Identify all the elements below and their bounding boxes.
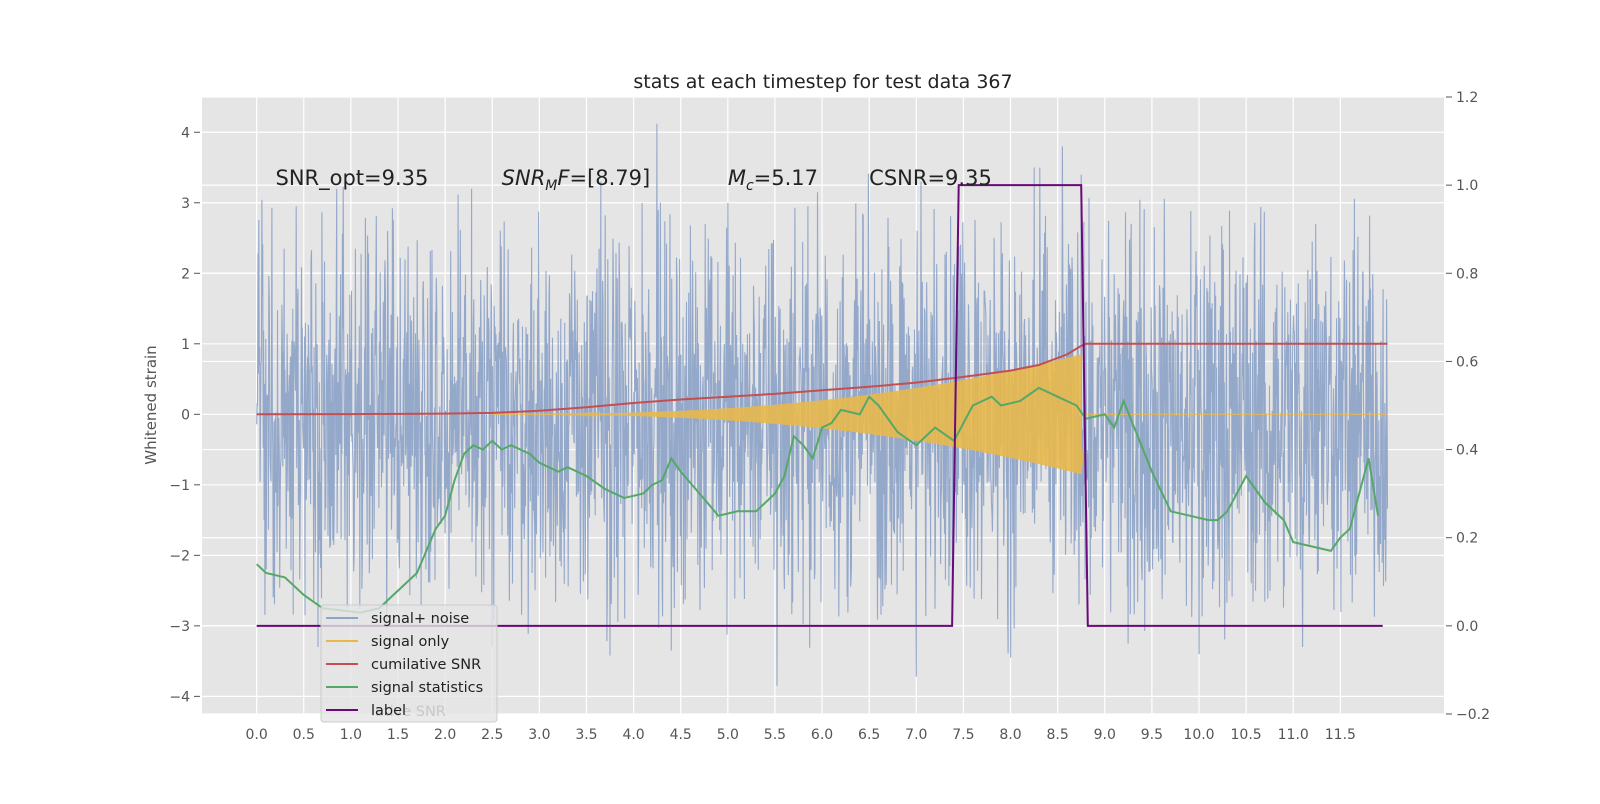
x-tick-label: 7.0 [905, 727, 927, 743]
y-axis-label: Whitened strain [142, 345, 160, 464]
legend-label: signal statistics [371, 680, 483, 696]
axis-layer: 0.0 0.5 1.0 1.5 2.0 2.5 3.0 3.5 4.0 4.5 5.0 5.5 6.0 6… [169, 90, 1490, 743]
x-tick-label: 10.5 [1231, 727, 1262, 743]
x-tick-label: 3.0 [528, 727, 550, 743]
y-right-tick-label: 0.6 [1456, 354, 1478, 370]
y-tick-label: 3 [181, 196, 190, 212]
series-cumilative-snr-line [256, 342, 1388, 416]
legend-ghost-label: lative SNR [371, 704, 446, 720]
legend-label: label [371, 703, 406, 719]
x-tick-label: 0.5 [293, 727, 315, 743]
x-tick-label: 9.0 [1094, 727, 1116, 743]
x-tick-label: 1.5 [387, 727, 409, 743]
y-tick-label: −4 [169, 689, 190, 705]
legend-box [320, 604, 498, 723]
x-tick-label: 6.0 [811, 727, 833, 743]
series-signal-only-line [492, 354, 1388, 475]
x-tick-label: 5.5 [764, 727, 786, 743]
x-tick-label: 7.5 [952, 727, 974, 743]
y-tick-label: 2 [181, 266, 190, 282]
x-tick-label: 8.0 [999, 727, 1021, 743]
x-tick-label: 1.0 [340, 727, 362, 743]
x-tick-label: 11.0 [1278, 727, 1309, 743]
y-tick-label: −1 [169, 478, 190, 494]
y-tick-label: 0 [181, 407, 190, 423]
x-tick-label: 11.5 [1325, 727, 1356, 743]
annotation: SNRMF=[8.79] [502, 166, 651, 194]
x-tick-label: 2.5 [481, 727, 503, 743]
y-right-tick-label: 0.0 [1456, 619, 1478, 635]
y-tick-label: −2 [169, 548, 190, 564]
x-tick-label: 2.0 [434, 727, 456, 743]
annotation: CSNR=9.35 [869, 166, 992, 190]
legend: lative SNR signal+ noise signal only cumila… [320, 604, 498, 723]
y-right-tick-label: −0.2 [1456, 707, 1490, 723]
series-layer [256, 123, 1389, 686]
annotation: SNR_opt=9.35 [276, 166, 429, 191]
x-tick-label: 0.0 [246, 727, 268, 743]
y-right-tick-label: 0.8 [1456, 266, 1478, 282]
x-tick-label: 8.5 [1047, 727, 1069, 743]
chart-title: stats at each timestep for test data 367 [633, 71, 1012, 93]
y-tick-label: 4 [181, 125, 190, 141]
legend-label: signal only [371, 634, 450, 650]
series-signal-statistics-line [256, 386, 1379, 614]
y-tick-label: 1 [181, 337, 190, 353]
annotation-layer: SNR_opt=9.35 SNRMF=[8.79] Mc=5.17 CSNR=9.35 [276, 166, 992, 194]
x-tick-label: 5.0 [717, 727, 739, 743]
y-tick-label: −3 [169, 619, 190, 635]
annotation: Mc=5.17 [728, 166, 818, 194]
series-label-line [256, 184, 1383, 627]
legend-label: cumilative SNR [371, 657, 481, 673]
x-tick-label: 9.5 [1141, 727, 1163, 743]
y-right-tick-label: 0.4 [1456, 443, 1478, 459]
x-tick-label: 4.5 [670, 727, 692, 743]
y-right-tick-label: 1.0 [1456, 178, 1478, 194]
x-tick-label: 4.0 [622, 727, 644, 743]
y-right-tick-label: 0.2 [1456, 531, 1478, 547]
y-right-tick-label: 1.2 [1456, 90, 1478, 106]
legend-label: signal+ noise [371, 611, 469, 627]
x-tick-label: 10.0 [1183, 727, 1214, 743]
x-tick-label: 6.5 [858, 727, 880, 743]
x-tick-label: 3.5 [575, 727, 597, 743]
